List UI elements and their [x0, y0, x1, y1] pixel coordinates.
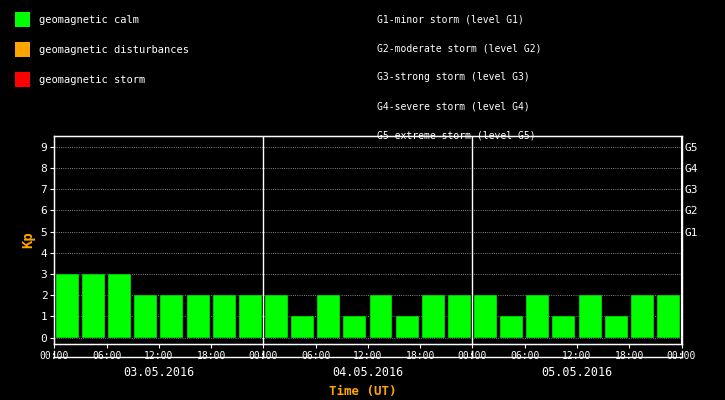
Bar: [239, 295, 262, 338]
Bar: [265, 295, 288, 338]
Text: G2-moderate storm (level G2): G2-moderate storm (level G2): [377, 43, 542, 53]
Y-axis label: Kp: Kp: [21, 232, 35, 248]
Bar: [56, 274, 79, 338]
Text: 05.05.2016: 05.05.2016: [542, 366, 613, 379]
Bar: [448, 295, 471, 338]
Bar: [526, 295, 550, 338]
Text: Time (UT): Time (UT): [328, 385, 397, 398]
Bar: [291, 316, 314, 338]
Bar: [579, 295, 602, 338]
Bar: [474, 295, 497, 338]
Bar: [160, 295, 183, 338]
Bar: [657, 295, 680, 338]
Bar: [422, 295, 444, 338]
Text: G4-severe storm (level G4): G4-severe storm (level G4): [377, 102, 530, 112]
Bar: [212, 295, 236, 338]
Bar: [370, 295, 392, 338]
Text: 04.05.2016: 04.05.2016: [332, 366, 404, 379]
Bar: [344, 316, 366, 338]
Text: G5-extreme storm (level G5): G5-extreme storm (level G5): [377, 131, 536, 141]
Text: G1-minor storm (level G1): G1-minor storm (level G1): [377, 14, 524, 24]
Bar: [318, 295, 340, 338]
Bar: [552, 316, 576, 338]
Text: G3-strong storm (level G3): G3-strong storm (level G3): [377, 72, 530, 82]
Bar: [396, 316, 418, 338]
Bar: [82, 274, 105, 338]
Bar: [631, 295, 654, 338]
Text: 03.05.2016: 03.05.2016: [123, 366, 194, 379]
Text: geomagnetic calm: geomagnetic calm: [39, 14, 139, 24]
Text: geomagnetic storm: geomagnetic storm: [39, 74, 146, 84]
Text: geomagnetic disturbances: geomagnetic disturbances: [39, 44, 189, 54]
Bar: [186, 295, 210, 338]
Bar: [605, 316, 628, 338]
Bar: [108, 274, 131, 338]
Bar: [134, 295, 157, 338]
Bar: [500, 316, 523, 338]
